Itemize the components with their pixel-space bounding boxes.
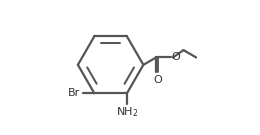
Text: NH$_2$: NH$_2$ (116, 105, 138, 119)
Text: O: O (171, 52, 180, 62)
Text: O: O (153, 75, 162, 85)
Text: Br: Br (68, 88, 80, 98)
